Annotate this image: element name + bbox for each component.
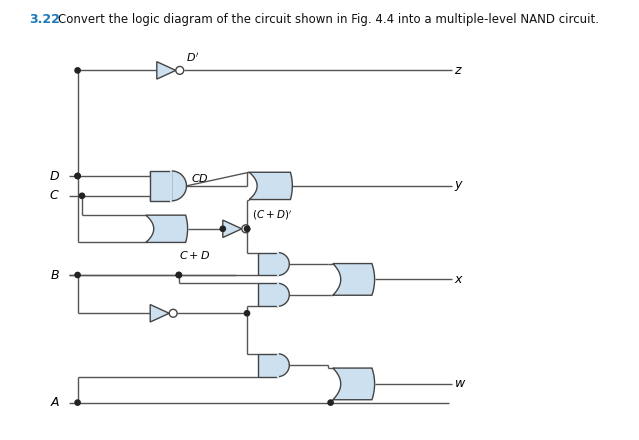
- Circle shape: [220, 226, 226, 231]
- Bar: [150, 171, 171, 201]
- Circle shape: [244, 226, 250, 231]
- Polygon shape: [278, 253, 289, 275]
- Bar: [258, 253, 278, 275]
- Text: $x$: $x$: [454, 273, 464, 286]
- Circle shape: [79, 193, 84, 198]
- Circle shape: [169, 309, 177, 317]
- Text: $C+D$: $C+D$: [179, 249, 210, 260]
- Polygon shape: [171, 171, 187, 201]
- Text: $B$: $B$: [50, 268, 60, 282]
- Text: $z$: $z$: [454, 64, 463, 77]
- Circle shape: [244, 311, 250, 316]
- Bar: [258, 354, 278, 377]
- Text: $D$: $D$: [49, 169, 60, 183]
- Polygon shape: [333, 264, 374, 295]
- Text: $CD$: $CD$: [191, 172, 209, 184]
- Text: 3.22: 3.22: [29, 13, 60, 26]
- Polygon shape: [157, 62, 176, 79]
- Text: $C$: $C$: [49, 189, 60, 202]
- Text: $D'$: $D'$: [186, 51, 199, 64]
- Polygon shape: [146, 215, 188, 242]
- Circle shape: [328, 400, 334, 405]
- Text: $w$: $w$: [454, 378, 466, 390]
- Polygon shape: [223, 220, 242, 238]
- Polygon shape: [249, 172, 292, 200]
- Circle shape: [75, 272, 81, 278]
- Circle shape: [242, 225, 250, 233]
- Circle shape: [176, 272, 181, 278]
- Circle shape: [75, 173, 81, 179]
- Circle shape: [75, 68, 81, 73]
- Polygon shape: [278, 283, 289, 306]
- Polygon shape: [150, 304, 169, 322]
- Circle shape: [176, 66, 184, 74]
- Circle shape: [75, 173, 81, 179]
- Polygon shape: [278, 354, 289, 377]
- Text: $A$: $A$: [50, 396, 60, 409]
- Circle shape: [75, 400, 81, 405]
- Text: $y$: $y$: [454, 179, 464, 193]
- Bar: [258, 283, 278, 306]
- Circle shape: [176, 272, 181, 278]
- Text: Convert the logic diagram of the circuit shown in Fig. 4.4 into a multiple-level: Convert the logic diagram of the circuit…: [58, 13, 599, 26]
- Polygon shape: [333, 368, 374, 400]
- Text: $(C+D)'$: $(C+D)'$: [252, 209, 292, 222]
